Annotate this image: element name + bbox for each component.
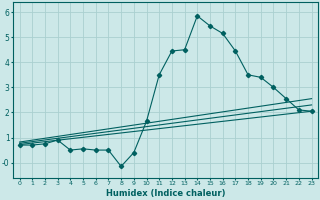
X-axis label: Humidex (Indice chaleur): Humidex (Indice chaleur) <box>106 189 225 198</box>
